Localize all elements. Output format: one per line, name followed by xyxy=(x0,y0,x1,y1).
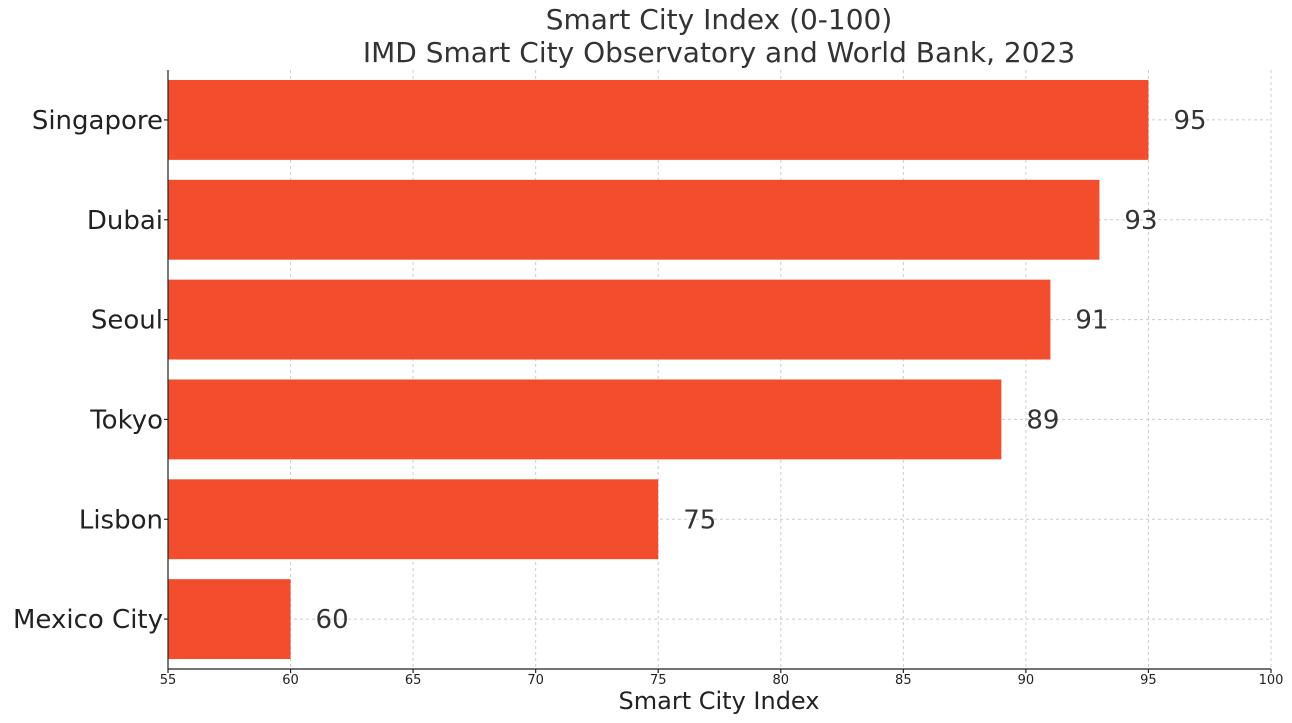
x-tick-label: 80 xyxy=(773,673,790,688)
x-axis-title: Smart City Index xyxy=(619,687,820,715)
x-tick-label: 95 xyxy=(1140,673,1157,688)
bar xyxy=(168,179,1100,260)
bar xyxy=(168,579,291,660)
bar xyxy=(168,479,659,560)
category-label: Seoul xyxy=(91,306,163,336)
x-tick-label: 70 xyxy=(527,673,544,688)
category-label: Dubai xyxy=(87,206,163,236)
category-label: Singapore xyxy=(32,106,163,136)
x-tick-label: 65 xyxy=(405,673,422,688)
bar-layer xyxy=(168,79,1149,660)
value-label: 91 xyxy=(1075,306,1108,336)
x-tick-label: 100 xyxy=(1259,673,1284,688)
value-label: 93 xyxy=(1124,206,1157,236)
x-tick-label: 75 xyxy=(650,673,667,688)
bar xyxy=(168,279,1051,360)
x-tick-label: 85 xyxy=(895,673,912,688)
value-label: 60 xyxy=(316,605,349,635)
bar xyxy=(168,379,1002,460)
x-tick-label: 90 xyxy=(1018,673,1035,688)
value-label: 89 xyxy=(1026,405,1059,435)
value-label: 75 xyxy=(683,505,716,535)
category-label: Tokyo xyxy=(89,405,163,435)
axis-layer: 55 60 65 70 75 80 85 90 95 100 Singapore 95 Dubai 93 S… xyxy=(13,70,1283,688)
x-tick-label: 60 xyxy=(282,673,299,688)
x-tick-label: 55 xyxy=(160,673,177,688)
chart-title: Smart City Index (0-100) xyxy=(546,3,893,36)
value-label: 95 xyxy=(1173,106,1206,136)
chart-subtitle: IMD Smart City Observatory and World Ban… xyxy=(363,36,1075,69)
category-label: Mexico City xyxy=(13,605,163,635)
bar xyxy=(168,79,1149,160)
category-label: Lisbon xyxy=(79,505,163,535)
